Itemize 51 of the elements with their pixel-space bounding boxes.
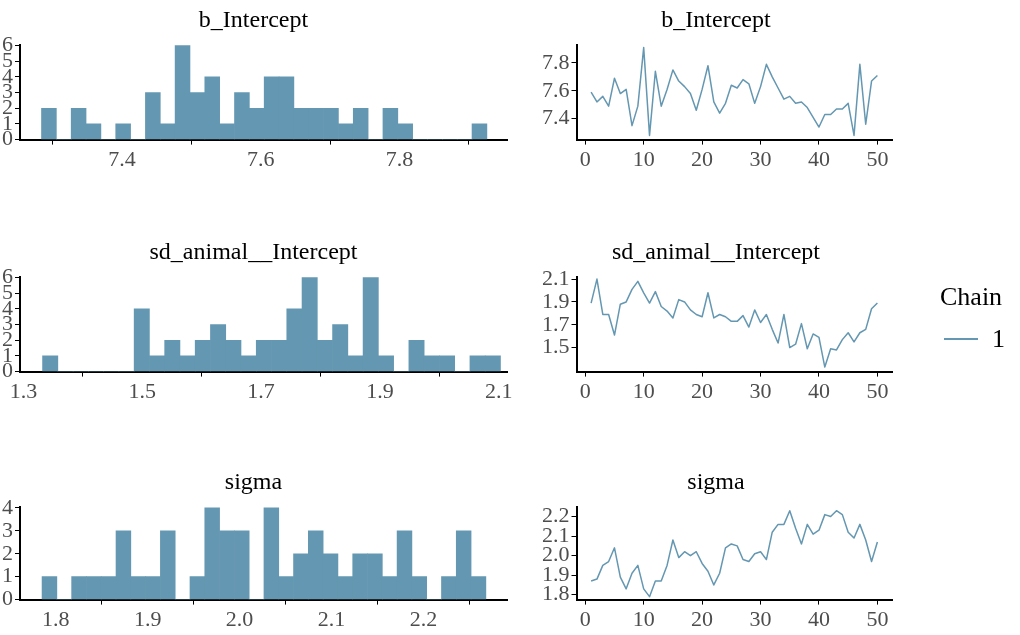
x-tick-label: 10 [632, 145, 655, 171]
x-tick-label: 30 [749, 605, 772, 631]
x-tick-label: 20 [691, 145, 714, 171]
x-tick-label: 1.9 [133, 605, 162, 631]
y-tick-label: 7.6 [542, 76, 570, 102]
chart-title: sigma [224, 467, 283, 494]
y-tick-label: 3 [2, 516, 13, 542]
x-tick-label: 7.8 [385, 145, 414, 171]
y-tick-label: 0 [2, 585, 13, 611]
x-tick-label: 50 [866, 377, 889, 403]
legend-title: Chain [940, 282, 1004, 312]
x-tick-label: 2.1 [317, 605, 346, 631]
x-tick-label: 1.5 [128, 377, 157, 403]
x-tick-label: 2.1 [484, 377, 513, 403]
x-tick-label: 1.7 [247, 377, 275, 403]
x-tick-label: 2.2 [409, 605, 438, 631]
y-tick-label: 4 [2, 493, 13, 519]
x-tick-label: 20 [691, 605, 714, 631]
x-tick-label: 30 [749, 377, 772, 403]
x-tick-label: 7.4 [108, 145, 136, 171]
chart-title: sigma [687, 467, 746, 494]
y-tick-label: 7.8 [542, 48, 570, 74]
x-tick-label: 10 [632, 377, 655, 403]
x-tick-label: 40 [807, 605, 830, 631]
x-tick-label: 40 [807, 377, 830, 403]
y-tick-label: 2 [2, 539, 13, 565]
x-tick-label: 50 [866, 145, 889, 171]
y-tick-label: 1 [2, 562, 13, 588]
x-tick-label: 20 [691, 377, 714, 403]
chart-title: sd_animal__Intercept [149, 237, 358, 264]
chart-title: b_Intercept [661, 5, 771, 32]
y-tick-label: 1.7 [542, 310, 570, 336]
x-tick-label: 0 [579, 145, 591, 171]
y-tick-label: 1.9 [542, 287, 570, 313]
x-tick-label: 7.6 [246, 145, 275, 171]
chart-title: b_Intercept [198, 5, 309, 32]
x-tick-label: 0 [579, 605, 591, 631]
y-tick-label: 7.4 [542, 104, 570, 130]
x-tick-label: 1.9 [366, 377, 394, 403]
y-tick-label: 2.1 [542, 264, 570, 290]
x-tick-label: 2.0 [225, 605, 254, 631]
x-tick-label: 10 [632, 605, 655, 631]
x-tick-label: 50 [866, 605, 889, 631]
x-tick-label: 0 [579, 377, 591, 403]
legend-label: 1 [992, 324, 1005, 354]
x-tick-label: 1.8 [42, 605, 70, 631]
x-tick-label: 30 [749, 145, 772, 171]
y-tick-label: 1.5 [542, 333, 570, 359]
x-tick-label: 1.3 [9, 377, 38, 403]
x-tick-label: 40 [807, 145, 830, 171]
chart-title: sd_animal__Intercept [612, 237, 821, 264]
